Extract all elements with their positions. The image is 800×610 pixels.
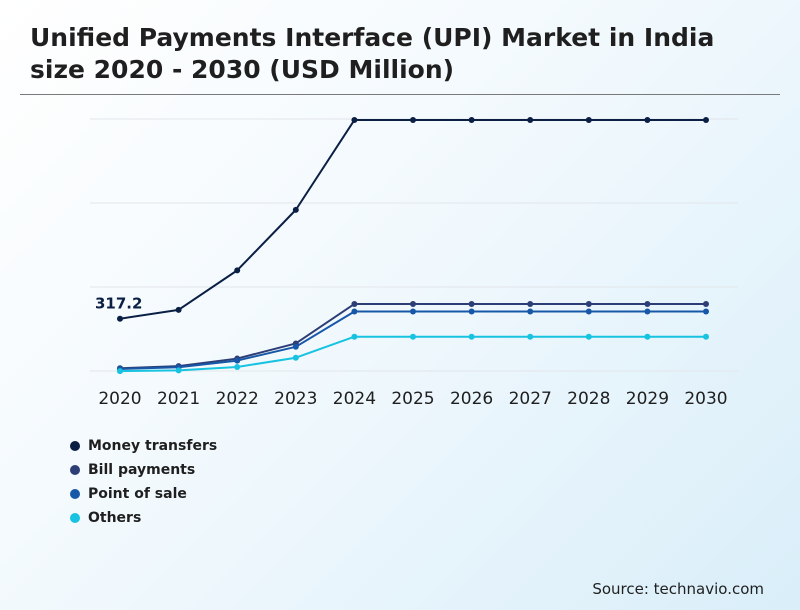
data-point [351,333,358,340]
x-tick-label: 2022 [216,389,259,409]
data-point [410,308,416,315]
title-divider [20,94,780,95]
x-tick-label: 2023 [274,389,317,409]
data-point [585,308,592,315]
data-point [468,308,475,315]
data-point [703,300,709,307]
series-line-3 [119,335,706,373]
data-point [644,117,651,123]
legend-label: Bill payments [88,462,196,478]
data-point [410,333,416,340]
data-point [410,117,416,123]
data-point [351,300,358,307]
legend: Money transfers Bill payments Point of sal… [70,434,217,530]
data-point [703,308,709,315]
data-point [644,333,651,340]
data-point [234,267,241,274]
x-tick-label: 2027 [509,389,552,409]
data-point [585,117,592,123]
series-points [117,117,709,375]
x-tick-label: 2020 [98,389,141,409]
data-point [585,300,592,307]
x-tick-label: 2025 [391,389,434,409]
data-point [527,308,534,315]
data-point [703,117,709,123]
legend-item: Money transfers [70,434,217,458]
chart-title: Unified Payments Interface (UPI) Market … [30,23,715,84]
data-point [468,300,475,307]
legend-marker [70,489,80,499]
legend-marker [70,465,80,475]
data-point [527,300,534,307]
data-point [644,300,651,307]
data-point [468,333,475,340]
data-point [175,306,182,313]
series-lines [119,119,706,373]
x-tick-label: 2024 [333,389,376,409]
x-tick-label: 2021 [157,389,200,409]
data-point [644,308,651,315]
source-credit: Source: technavio.com [592,580,764,598]
data-point [468,117,475,123]
series-line-0 [119,119,706,320]
data-point [351,308,358,315]
data-point [703,333,709,340]
data-point [292,354,299,361]
data-point [175,367,182,374]
data-point [527,333,534,340]
data-label: 317.2 [95,295,142,313]
data-point [292,206,299,213]
x-tick-label: 2029 [626,389,669,409]
series-line-2 [119,310,706,370]
x-tick-label: 2026 [450,389,493,409]
data-point [351,117,358,123]
legend-item: Point of sale [70,482,217,506]
data-point [585,333,592,340]
legend-marker [70,441,80,451]
x-tick-label: 2028 [567,389,610,409]
legend-item: Others [70,506,217,530]
legend-marker [70,513,80,523]
gridlines [90,118,738,372]
data-point [117,368,123,375]
data-point [527,117,534,123]
annotations: 317.2 [95,295,142,313]
data-point [292,343,299,350]
legend-item: Bill payments [70,458,217,482]
legend-label: Point of sale [88,486,187,502]
legend-label: Money transfers [88,438,218,454]
data-point [234,357,241,364]
data-point [117,315,123,322]
x-tick-label: 2030 [684,389,727,409]
data-point [410,300,416,307]
x-axis: 2020 2021 2022 2023 2024 2025 2026 2027 2028 2029… [98,389,727,409]
data-point [234,363,241,370]
legend-label: Others [88,510,142,526]
